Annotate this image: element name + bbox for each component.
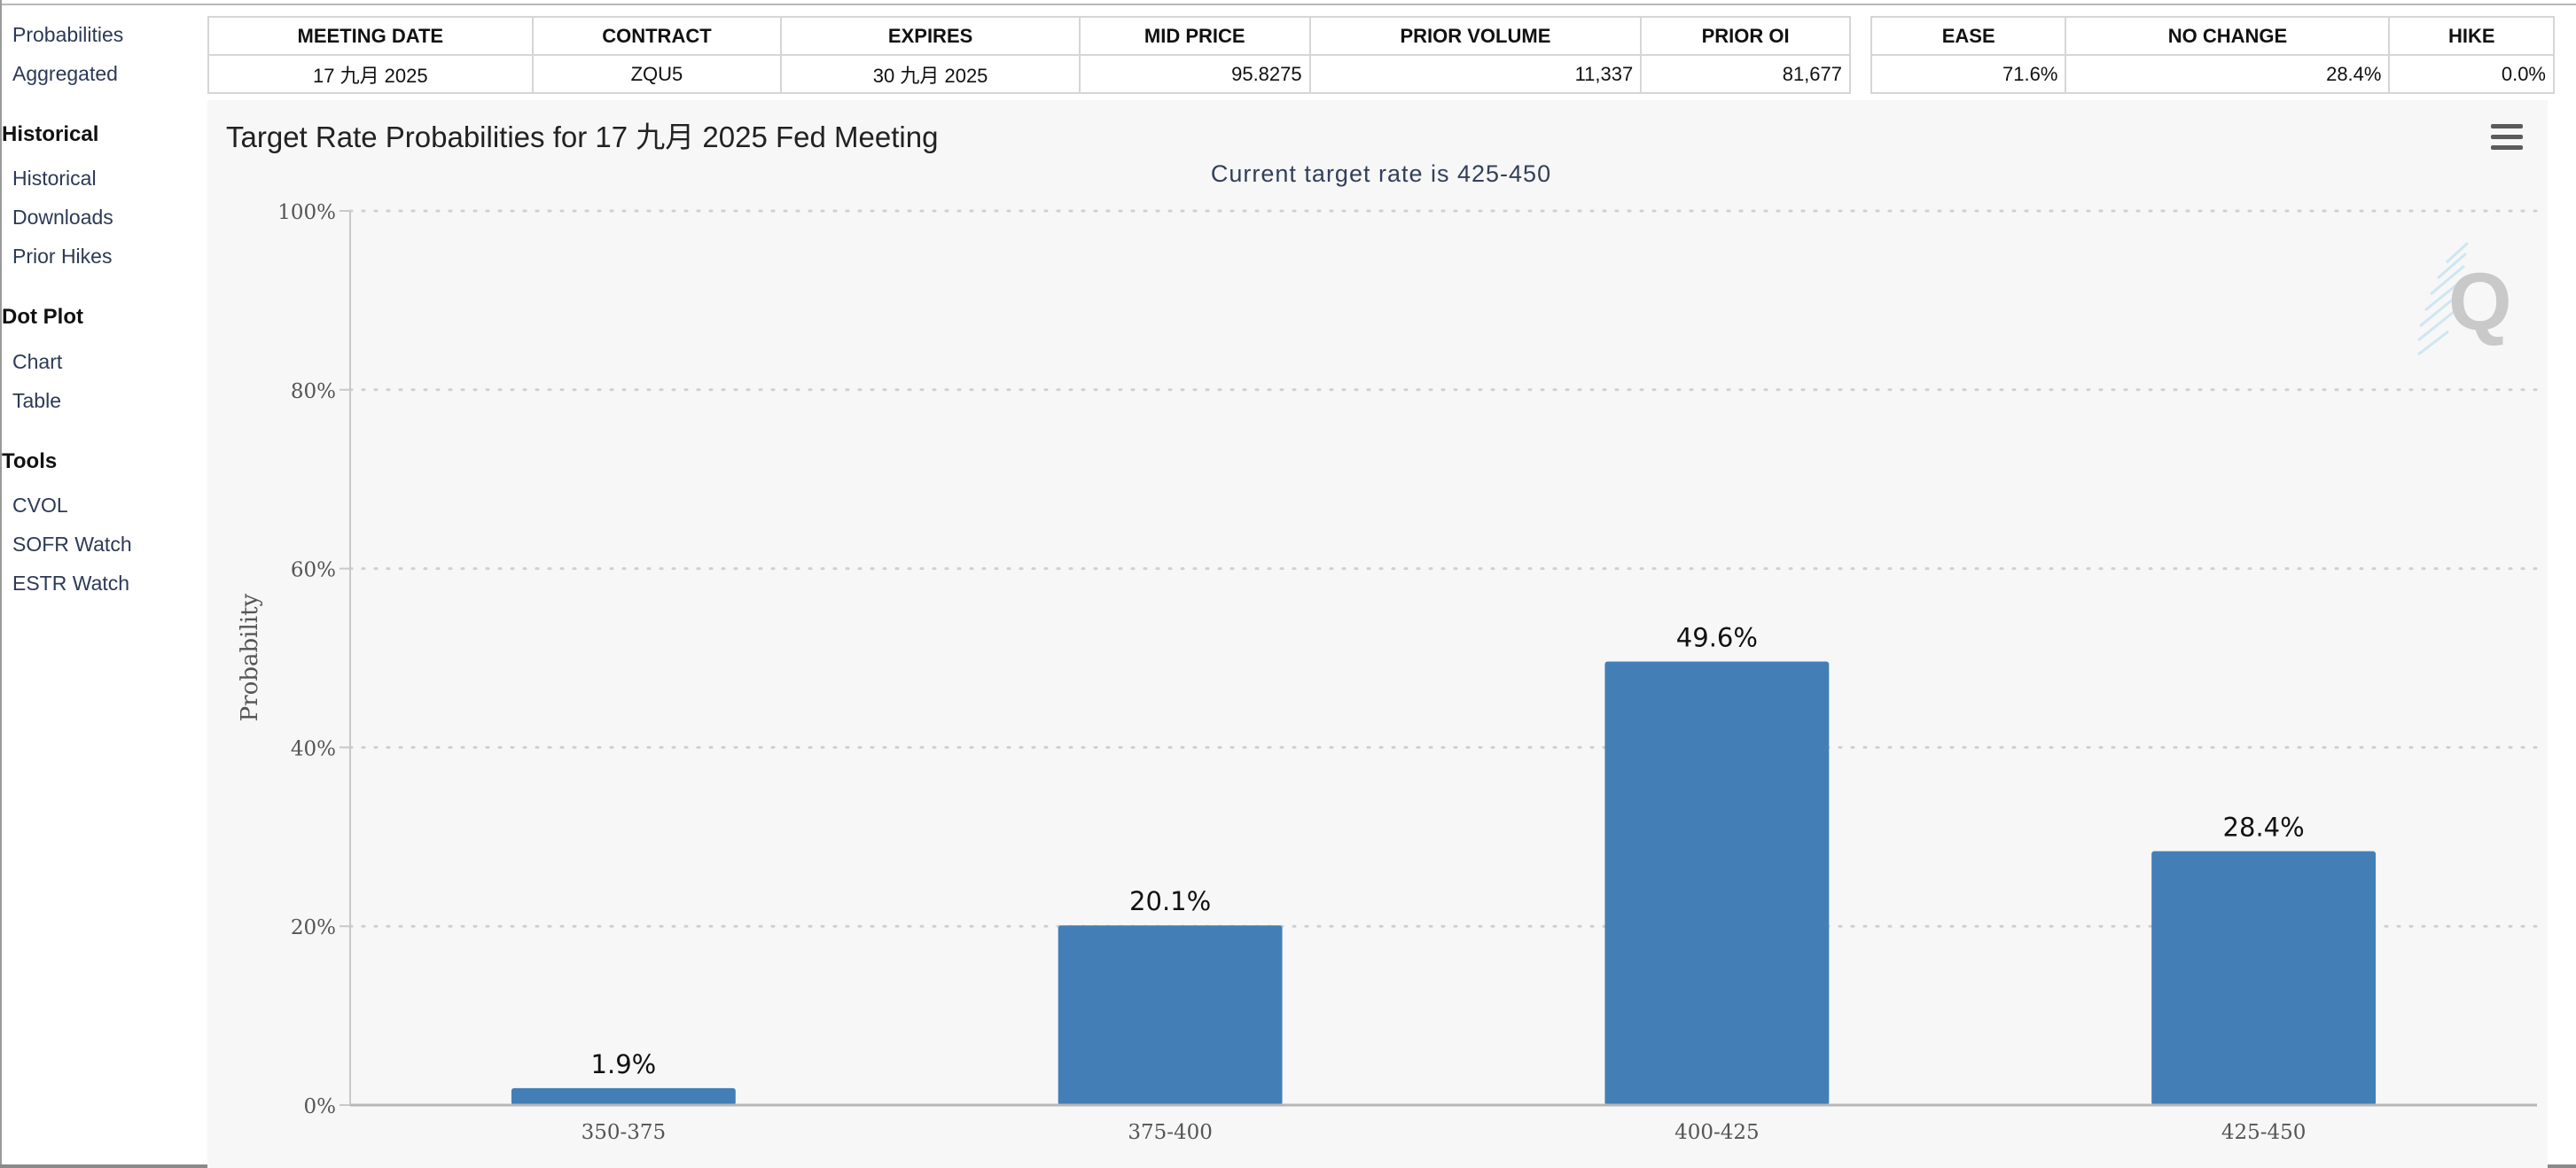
y-tick-label: 20% bbox=[291, 916, 336, 939]
sidebar-item-cvol[interactable]: CVOL bbox=[12, 494, 68, 517]
sidebar-section-historical: Historical bbox=[2, 122, 99, 146]
q-logo-watermark-icon: Q bbox=[2417, 241, 2512, 356]
data-label-350-375: 1.9% bbox=[591, 1049, 657, 1079]
sidebar-item-table[interactable]: Table bbox=[12, 389, 61, 412]
data-label-400-425: 49.6% bbox=[1676, 623, 1758, 653]
window-left-edge bbox=[0, 0, 2, 1168]
summary-table-row: 71.6% 28.4% 0.0% bbox=[1870, 54, 2555, 94]
cell-meeting-date: 17 九月 2025 bbox=[207, 54, 534, 94]
y-tick-label: 100% bbox=[277, 201, 336, 224]
chart-subtitle: Current target rate is 425-450 bbox=[1210, 160, 1552, 187]
data-label-425-450: 28.4% bbox=[2223, 812, 2305, 842]
svg-text:Q: Q bbox=[2448, 257, 2512, 347]
y-tick-label: 80% bbox=[291, 380, 336, 403]
bar-350-375[interactable] bbox=[511, 1087, 736, 1105]
probability-summary-table: EASE NO CHANGE HIKE 71.6% 28.4% 0.0% bbox=[1870, 16, 2555, 94]
bar-375-400[interactable] bbox=[1058, 925, 1283, 1105]
header-expires: EXPIRES bbox=[780, 16, 1081, 56]
sidebar-item-prior-hikes[interactable]: Prior Hikes bbox=[12, 245, 113, 268]
y-axis-title: Probability bbox=[237, 593, 263, 721]
sidebar-nav: Probabilities Aggregated Historical Hist… bbox=[0, 0, 204, 1168]
cell-ease: 71.6% bbox=[1870, 54, 2067, 94]
x-tick-label: 375-400 bbox=[1128, 1121, 1213, 1144]
sidebar-item-aggregated[interactable]: Aggregated bbox=[12, 62, 118, 85]
hamburger-menu-icon[interactable] bbox=[2491, 124, 2523, 151]
contract-table-row: 17 九月 2025 ZQU5 30 九月 2025 95.8275 11,33… bbox=[207, 54, 1851, 94]
x-tick-label: 425-450 bbox=[2221, 1121, 2307, 1144]
window-top-edge bbox=[0, 0, 2576, 5]
cell-contract: ZQU5 bbox=[531, 54, 783, 94]
sidebar-item-historical[interactable]: Historical bbox=[12, 167, 97, 190]
contract-table: MEETING DATE CONTRACT EXPIRES MID PRICE … bbox=[207, 16, 1851, 94]
cell-mid-price: 95.8275 bbox=[1078, 54, 1311, 94]
bar-425-450[interactable] bbox=[2151, 851, 2377, 1105]
sidebar-section-dot-plot: Dot Plot bbox=[2, 305, 83, 329]
sidebar-item-chart[interactable]: Chart bbox=[12, 350, 63, 373]
header-mid-price: MID PRICE bbox=[1078, 16, 1311, 56]
x-tick-label: 350-375 bbox=[582, 1121, 667, 1144]
sidebar-item-downloads[interactable]: Downloads bbox=[12, 206, 113, 229]
chart-title: Target Rate Probabilities for 17 九月 2025… bbox=[226, 121, 939, 153]
header-ease: EASE bbox=[1870, 16, 2067, 56]
cell-expires: 30 九月 2025 bbox=[780, 54, 1081, 94]
data-label-375-400: 20.1% bbox=[1129, 886, 1211, 916]
header-contract: CONTRACT bbox=[531, 16, 783, 56]
header-prior-oi: PRIOR OI bbox=[1640, 16, 1851, 56]
header-no-change: NO CHANGE bbox=[2065, 16, 2391, 56]
cell-prior-volume: 11,337 bbox=[1308, 54, 1643, 94]
header-meeting-date: MEETING DATE bbox=[207, 16, 534, 56]
y-tick-label: 60% bbox=[291, 559, 336, 582]
cell-hike: 0.0% bbox=[2388, 54, 2555, 94]
header-hike: HIKE bbox=[2388, 16, 2555, 56]
header-prior-volume: PRIOR VOLUME bbox=[1308, 16, 1643, 56]
bar-400-425[interactable] bbox=[1604, 661, 1830, 1105]
sidebar-item-estr-watch[interactable]: ESTR Watch bbox=[12, 572, 130, 595]
x-tick-label: 400-425 bbox=[1674, 1121, 1760, 1144]
cell-no-change: 28.4% bbox=[2065, 54, 2391, 94]
contract-table-header-row: MEETING DATE CONTRACT EXPIRES MID PRICE … bbox=[207, 16, 1851, 56]
sidebar-item-sofr-watch[interactable]: SOFR Watch bbox=[12, 533, 132, 556]
y-tick-label: 0% bbox=[304, 1095, 337, 1118]
sidebar-item-probabilities[interactable]: Probabilities bbox=[12, 23, 124, 46]
summary-table-header-row: EASE NO CHANGE HIKE bbox=[1870, 16, 2555, 56]
sidebar-section-tools: Tools bbox=[2, 449, 58, 473]
cell-prior-oi: 81,677 bbox=[1640, 54, 1851, 94]
y-tick-label: 40% bbox=[291, 737, 336, 760]
